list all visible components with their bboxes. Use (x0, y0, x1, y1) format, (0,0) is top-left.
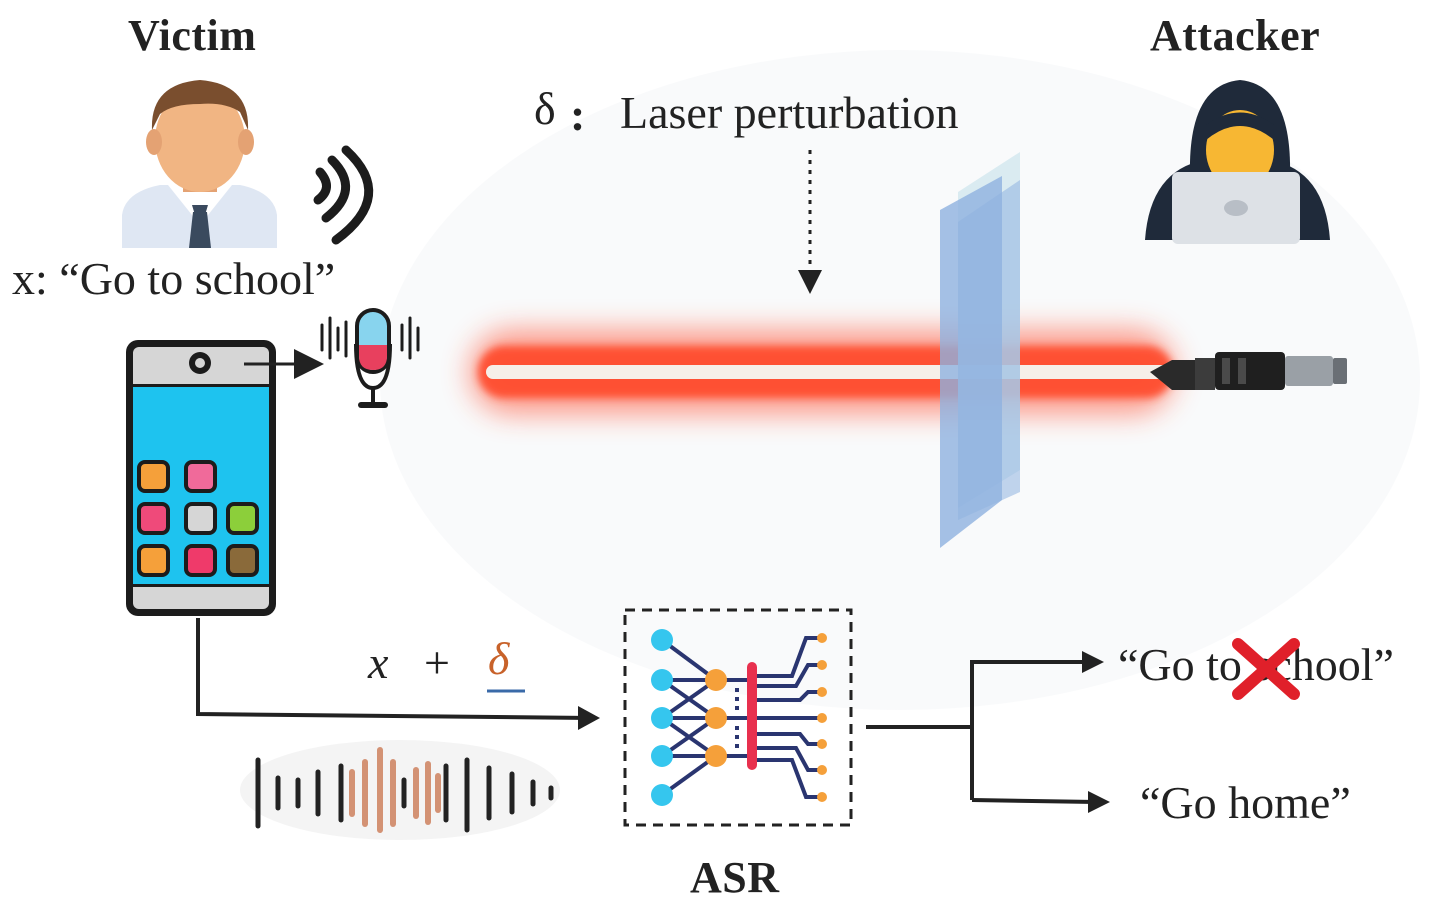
output-rejected: “Go to school” (1118, 639, 1394, 690)
phone-to-asr-connector (196, 618, 593, 720)
perturbation-label: Laser perturbation (620, 87, 959, 138)
output-arrowhead-top (1082, 651, 1104, 673)
person-icon (122, 80, 277, 248)
input-x: x (368, 637, 389, 688)
smartphone-icon (126, 340, 276, 616)
output-target: “Go home” (1140, 777, 1351, 828)
perturbation-colon: : (570, 89, 586, 140)
output-branch-connector (866, 660, 1097, 804)
input-delta: δ (488, 633, 510, 684)
sound-waves-icon (313, 145, 374, 245)
neural-network-icon (623, 608, 853, 827)
microphone-icon (320, 308, 420, 408)
laser-hilt-icon (1150, 352, 1347, 390)
attacker-title: Attacker (1150, 11, 1321, 60)
perturbation-arrowhead (798, 270, 822, 294)
output-arrowhead-bottom (1088, 791, 1110, 813)
input-plus: + (424, 637, 450, 688)
perturbation-symbol: δ (534, 83, 556, 134)
hacker-icon (1145, 80, 1330, 244)
victim-utterance: x: “Go to school” (12, 253, 336, 304)
audio-waveform-icon (240, 740, 560, 840)
asr-label: ASR (690, 853, 780, 902)
victim-title: Victim (128, 11, 257, 60)
laser-beam-icon (470, 330, 1175, 414)
filter-plate-icon (940, 152, 1020, 548)
phone-to-asr-arrowhead (578, 706, 600, 730)
